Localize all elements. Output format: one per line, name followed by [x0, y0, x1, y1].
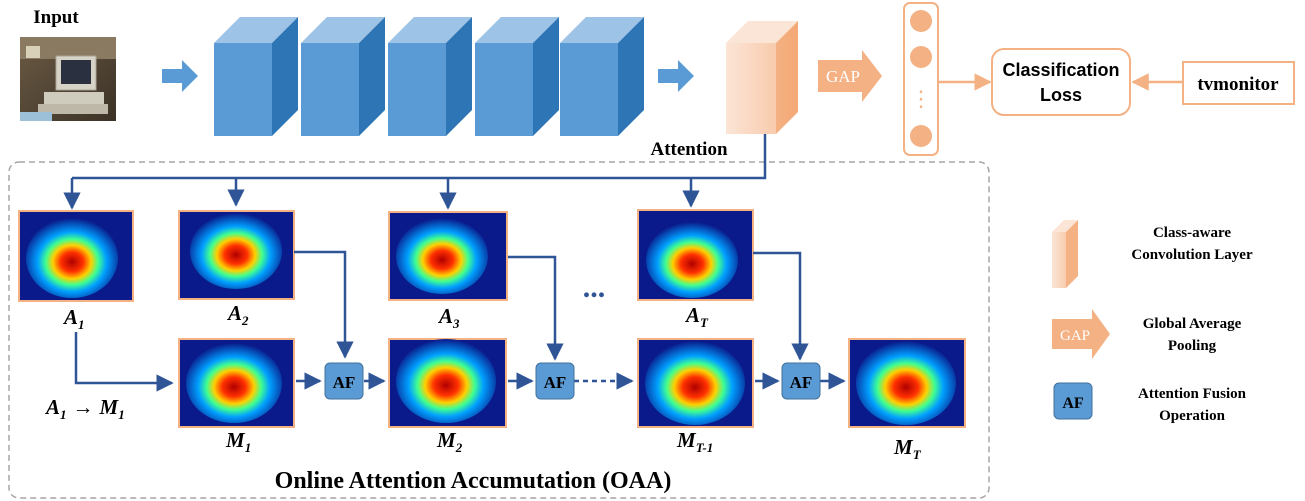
label-m2: M2 — [436, 428, 463, 455]
heatmap-mt — [848, 338, 966, 428]
label-m1: M1 — [225, 428, 251, 455]
label-a2: A2 — [226, 301, 249, 328]
input-image — [20, 37, 116, 121]
legend-gap-label: GAP — [1060, 328, 1090, 344]
heatmap-a2 — [178, 210, 295, 300]
af-box-2: AF — [535, 362, 575, 400]
legend-conv-line1: Class-aware — [1153, 225, 1231, 241]
legend: Class-aware Convolution Layer GAP Global… — [1052, 220, 1253, 424]
legend-af-icon: AF — [1053, 382, 1093, 420]
init-label: A1 → M1 — [44, 395, 125, 422]
af-label-3: AF — [790, 373, 813, 392]
attention-distribution — [63, 134, 767, 210]
conv-block-2 — [301, 17, 385, 136]
label-mt-1: MT-1 — [676, 428, 713, 455]
loss-line1: Classification — [1002, 60, 1119, 80]
class-aware-conv-layer — [726, 21, 798, 134]
attention-label: Attention — [650, 139, 727, 160]
conv-block-4 — [475, 17, 559, 136]
label-mt: MT — [893, 435, 922, 462]
af-label-2: AF — [544, 373, 567, 392]
conv-block-1 — [214, 17, 298, 136]
legend-af-label: AF — [1062, 395, 1084, 412]
oaa-title: Online Attention Accumutation (OAA) — [275, 468, 672, 494]
label-a3: A3 — [437, 304, 460, 331]
legend-af-line2: Operation — [1159, 408, 1225, 424]
af-box-3: AF — [781, 362, 821, 400]
legend-conv-icon — [1052, 220, 1078, 288]
af-label-1: AF — [333, 373, 356, 392]
sequence-ellipsis: ... — [583, 271, 606, 304]
legend-gap-line2: Pooling — [1168, 338, 1217, 354]
oaa-region — [8, 161, 990, 499]
heatmap-m2 — [388, 338, 507, 428]
label-at: AT — [684, 303, 709, 330]
legend-conv-line2: Convolution Layer — [1131, 247, 1253, 263]
label-a1: A1 — [62, 305, 85, 332]
arrow-input-to-cnn — [162, 60, 198, 92]
heatmap-mt-1 — [637, 338, 754, 428]
class-label: tvmonitor — [1197, 74, 1279, 95]
feature-vector: ⋮ — [903, 2, 939, 156]
fusion-flow-lines — [74, 250, 846, 392]
heatmap-a1 — [18, 210, 134, 302]
heatmap-a3 — [388, 211, 508, 301]
cnn-backbone — [214, 17, 644, 136]
conv-block-3 — [388, 17, 472, 136]
input-label: Input — [33, 7, 79, 28]
class-label-box: tvmonitor — [1182, 61, 1295, 105]
gap-label: GAP — [826, 67, 860, 86]
classification-loss-box: Classification Loss — [991, 48, 1131, 116]
af-box-1: AF — [324, 362, 364, 400]
legend-gap-line1: Global Average — [1143, 316, 1242, 332]
arrow-cnn-to-attention — [658, 60, 694, 92]
legend-af-line1: Attention Fusion — [1138, 386, 1247, 402]
conv-block-5 — [560, 17, 644, 136]
gap-arrow: GAP — [818, 50, 882, 102]
legend-gap-icon: GAP — [1052, 309, 1110, 359]
heatmap-m1 — [178, 338, 295, 428]
loss-line2: Loss — [1040, 85, 1082, 105]
vector-ellipsis: ⋮ — [910, 86, 932, 111]
heatmap-at — [637, 209, 754, 301]
